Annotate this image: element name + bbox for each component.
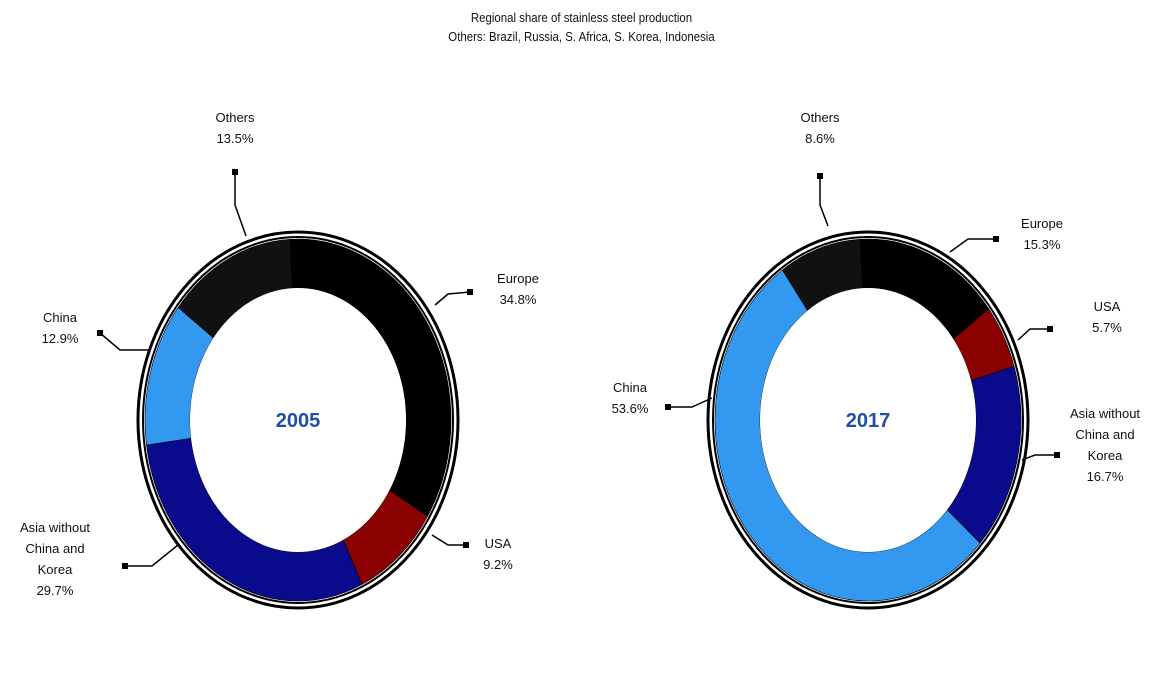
center-year-label: 2005 [276, 410, 321, 432]
leader-line-europe [434, 291, 471, 306]
donut-chart-2005: 2005 Europe 34.8% USA 9.2% Asia without China … [20, 110, 539, 610]
leader-marker-asia-without-china-and-korea [1054, 452, 1060, 458]
slice-label-europe: Europe 34.8% [497, 271, 539, 307]
slice-label-china: China 12.9% [42, 310, 79, 346]
leader-marker-others [232, 169, 238, 175]
leader-line-asia-without-china-and-korea [1021, 454, 1057, 461]
slice-label-others: Others 8.6% [800, 110, 840, 146]
leader-line-china [99, 332, 148, 351]
donut-hole [190, 288, 406, 552]
donut-hole [760, 288, 976, 552]
leader-line-asia-without-china-and-korea [125, 544, 179, 567]
slice-label-others: Others 13.5% [215, 110, 255, 146]
slice-label-usa: USA 9.2% [483, 536, 513, 572]
leader-marker-others [817, 173, 823, 179]
leader-marker-usa [1047, 326, 1053, 332]
leader-marker-europe [467, 289, 473, 295]
donut-chart-2017: 2017 Europe 15.3% USA 5.7% Asia without China … [612, 110, 1140, 610]
leader-marker-asia-without-china-and-korea [122, 563, 128, 569]
center-year-label: 2017 [846, 410, 891, 432]
leader-line-usa [431, 534, 466, 546]
donut-inner-frame [712, 236, 1024, 604]
slice-label-usa: USA 5.7% [1092, 299, 1122, 335]
donut-inner-frame [142, 236, 454, 604]
leader-marker-china [97, 330, 103, 336]
leader-line-china [668, 397, 713, 408]
leader-line-others [819, 176, 829, 227]
slice-label-china: China 53.6% [612, 380, 649, 416]
chart-title-block: Regional share of stainless steel produc… [0, 8, 1163, 46]
leader-line-europe [949, 238, 996, 253]
leader-line-others [234, 172, 247, 237]
slice-label-europe: Europe 15.3% [1021, 216, 1063, 252]
leader-marker-usa [463, 542, 469, 548]
slice-label-asia-without-china-and-korea: Asia without China and Korea 16.7% [1070, 406, 1140, 484]
chart-title: Regional share of stainless steel produc… [470, 10, 693, 25]
leader-marker-china [665, 404, 671, 410]
leader-line-usa [1017, 328, 1050, 341]
chart-subtitle: Others: Brazil, Russia, S. Africa, S. Ko… [448, 29, 715, 44]
slice-label-asia-without-china-and-korea: Asia without China and Korea 29.7% [20, 520, 90, 598]
leader-marker-europe [993, 236, 999, 242]
